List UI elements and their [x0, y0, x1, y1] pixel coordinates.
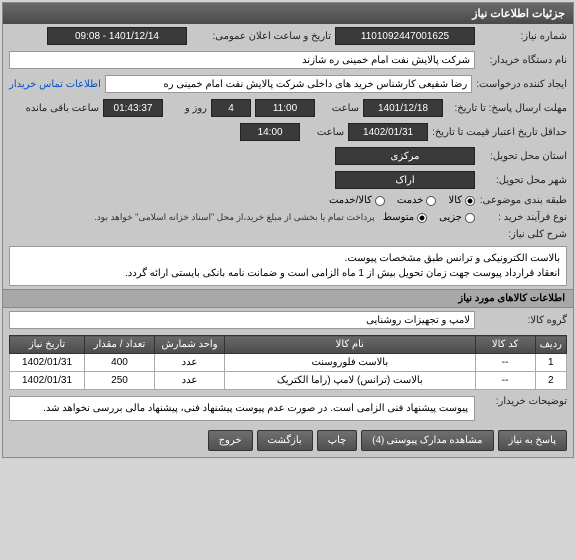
buyer-label: نام دستگاه خریدار:	[479, 55, 567, 66]
deadline-days-label: روز و	[167, 103, 207, 114]
row-buyer-note: توضیحات خریدار: پیوست پیشنهاد فنی الزامی…	[3, 393, 573, 424]
back-button[interactable]: بازگشت	[257, 430, 313, 451]
table-row[interactable]: 1--بالاست فلوروسنتعدد4001402/01/31	[10, 354, 567, 372]
exit-button[interactable]: خروج	[208, 430, 253, 451]
reply-button[interactable]: پاسخ به نیاز	[498, 430, 568, 451]
group-label: گروه کالا:	[479, 315, 567, 326]
col-row: ردیف	[535, 336, 566, 354]
table-cell: 1402/01/31	[10, 354, 85, 372]
table-header-row: ردیف کد کالا نام کالا واحد شمارش تعداد /…	[10, 336, 567, 354]
items-table: ردیف کد کالا نام کالا واحد شمارش تعداد /…	[9, 335, 567, 390]
row-process: نوع فرآیند خرید : جزیی متوسط پرداخت تمام…	[3, 209, 573, 226]
radio-icon	[465, 213, 475, 223]
deadline-remain: 01:43:37	[103, 99, 163, 117]
table-cell: بالاست (ترانس) لامپ (راما الکتریک	[225, 372, 476, 390]
buyer-value: شرکت پالایش نفت امام خمینی ره شازند	[9, 51, 475, 69]
validity-date: 1402/01/31	[348, 123, 428, 141]
table-cell: --	[475, 372, 535, 390]
table-cell: --	[475, 354, 535, 372]
radio-jozee[interactable]: جزیی	[439, 212, 475, 223]
attachments-button[interactable]: مشاهده مدارک پیوستی (4)	[361, 430, 493, 451]
panel-title: جزئیات اطلاعات نیاز	[3, 3, 573, 24]
buyer-note-label: توضیحات خریدار:	[479, 396, 567, 407]
validity-time: 14:00	[240, 123, 300, 141]
buyer-note-text: پیوست پیشنهاد فنی الزامی است. در صورت عد…	[9, 396, 475, 421]
radio-motavaset[interactable]: متوسط	[383, 212, 427, 223]
table-row[interactable]: 2--بالاست (ترانس) لامپ (راما الکتریکعدد2…	[10, 372, 567, 390]
process-radios: جزیی متوسط	[383, 212, 475, 223]
row-creator: ایجاد کننده درخواست: رضا شفیعی کارشناس خ…	[3, 72, 573, 96]
radio-icon	[417, 213, 427, 223]
table-cell: 1402/01/31	[10, 372, 85, 390]
col-qty: تعداد / مقدار	[85, 336, 155, 354]
table-cell: عدد	[155, 354, 225, 372]
row-deadline: مهلت ارسال پاسخ: تا تاریخ: 1401/12/18 سا…	[3, 96, 573, 120]
radio-both[interactable]: کالا/خدمت	[329, 195, 385, 206]
city-label: شهر محل تحویل:	[479, 175, 567, 186]
table-cell: عدد	[155, 372, 225, 390]
deadline-label: مهلت ارسال پاسخ: تا تاریخ:	[447, 103, 567, 114]
col-code: کد کالا	[475, 336, 535, 354]
button-bar: پاسخ به نیاز مشاهده مدارک پیوستی (4) چاپ…	[3, 424, 573, 457]
desc-label: شرح کلی نیاز:	[479, 229, 567, 240]
radio-label: جزیی	[439, 212, 462, 223]
col-unit: واحد شمارش	[155, 336, 225, 354]
need-details-panel: جزئیات اطلاعات نیاز شماره نیاز: 11010924…	[2, 2, 574, 458]
deadline-time: 11:00	[255, 99, 315, 117]
deadline-date: 1401/12/18	[363, 99, 443, 117]
creator-value: رضا شفیعی کارشناس خرید های داخلی شرکت پا…	[105, 75, 472, 93]
validity-time-label: ساعت	[304, 127, 344, 138]
radio-label: متوسط	[383, 212, 414, 223]
province-value: مرکزی	[335, 147, 475, 165]
row-validity: حداقل تاریخ اعتبار قیمت تا تاریخ: 1402/0…	[3, 120, 573, 144]
contact-link[interactable]: اطلاعات تماس خریدار	[9, 79, 101, 90]
row-need-number: شماره نیاز: 1101092447001625 تاریخ و ساع…	[3, 24, 573, 48]
row-buyer: نام دستگاه خریدار: شرکت پالایش نفت امام …	[3, 48, 573, 72]
row-province: استان محل تحویل: مرکزی	[3, 144, 573, 168]
table-cell: 250	[85, 372, 155, 390]
category-radios: کالا خدمت کالا/خدمت	[329, 195, 475, 206]
table-cell: 2	[535, 372, 566, 390]
need-no-label: شماره نیاز:	[479, 31, 567, 42]
category-label: طبقه بندی موضوعی:	[479, 195, 567, 206]
desc-text: بالاست الکترونیکی و ترانس طبق مشخصات پیو…	[9, 246, 567, 286]
radio-kala[interactable]: کالا	[448, 195, 475, 206]
deadline-days: 4	[211, 99, 251, 117]
col-name: نام کالا	[225, 336, 476, 354]
items-header: اطلاعات کالاهای مورد نیاز	[3, 289, 573, 308]
radio-khedmat[interactable]: خدمت	[397, 195, 437, 206]
table-cell: 1	[535, 354, 566, 372]
row-group: گروه کالا: لامپ و تجهیزات روشنایی	[3, 308, 573, 332]
deadline-time-label: ساعت	[319, 103, 359, 114]
process-label: نوع فرآیند خرید :	[479, 212, 567, 223]
radio-label: کالا/خدمت	[329, 195, 372, 206]
table-cell: 400	[85, 354, 155, 372]
row-desc: شرح کلی نیاز:	[3, 226, 573, 243]
col-date: تاریخ نیاز	[10, 336, 85, 354]
announce-label: تاریخ و ساعت اعلان عمومی:	[191, 31, 331, 42]
radio-icon	[375, 196, 385, 206]
validity-label: حداقل تاریخ اعتبار قیمت تا تاریخ:	[432, 127, 567, 138]
radio-label: کالا	[448, 195, 462, 206]
province-label: استان محل تحویل:	[479, 151, 567, 162]
radio-label: خدمت	[397, 195, 424, 206]
print-button[interactable]: چاپ	[317, 430, 358, 451]
row-city: شهر محل تحویل: اراک	[3, 168, 573, 192]
announce-value: 1401/12/14 - 09:08	[47, 27, 187, 45]
radio-icon	[465, 196, 475, 206]
process-note: پرداخت تمام یا بخشی از مبلغ خرید،از محل …	[94, 212, 378, 223]
row-category: طبقه بندی موضوعی: کالا خدمت کالا/خدمت	[3, 192, 573, 209]
table-cell: بالاست فلوروسنت	[225, 354, 476, 372]
deadline-remain-label: ساعت باقی مانده	[26, 103, 99, 114]
radio-icon	[426, 196, 436, 206]
city-value: اراک	[335, 171, 475, 189]
group-value: لامپ و تجهیزات روشنایی	[9, 311, 475, 329]
creator-label: ایجاد کننده درخواست:	[476, 79, 567, 90]
need-no-value: 1101092447001625	[335, 27, 475, 45]
